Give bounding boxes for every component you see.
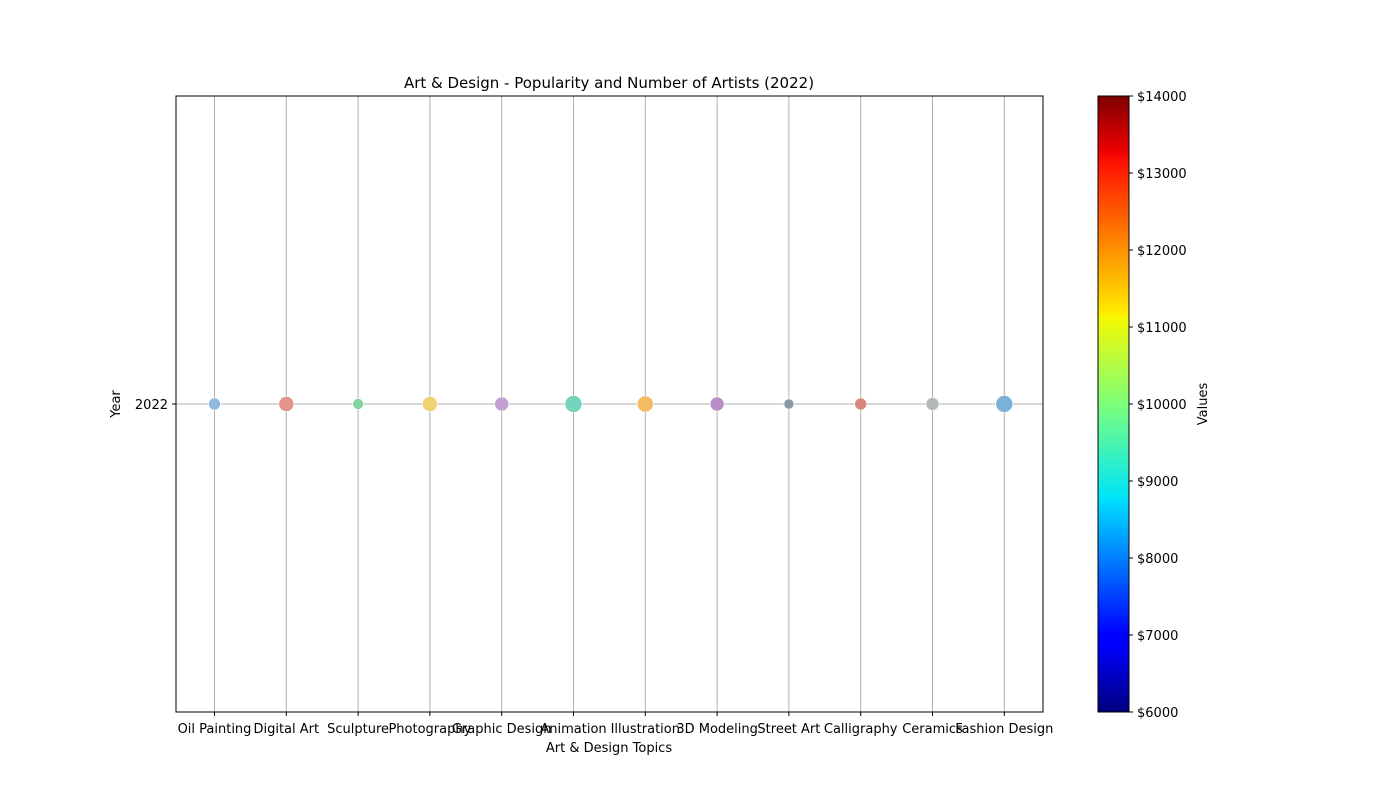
x-tick-label: 3D Modeling xyxy=(676,722,758,737)
data-point xyxy=(564,395,583,413)
x-tick-label: Calligraphy xyxy=(824,722,898,737)
plot-area: Oil Painting Digital Art Sculpture Photogra… xyxy=(135,96,1053,737)
data-point xyxy=(422,396,438,412)
colorbar-tick-label: $11000 xyxy=(1137,321,1187,336)
colorbar-tick-label: $8000 xyxy=(1137,552,1178,567)
plot-frame xyxy=(175,95,1044,713)
data-point xyxy=(636,395,654,413)
x-tick-label: Oil Painting xyxy=(178,722,252,737)
x-tick-label: Digital Art xyxy=(253,722,319,737)
x-tick-label: Sculpture xyxy=(327,722,389,737)
data-point xyxy=(709,396,725,412)
colorbar-tick-label: $6000 xyxy=(1137,706,1178,721)
x-tick-label: Animation xyxy=(540,722,606,737)
x-axis-label: Art & Design Topics xyxy=(546,741,672,756)
data-point xyxy=(278,396,295,412)
colorbar-tick-label: $12000 xyxy=(1137,244,1187,259)
x-tick-label: Photography xyxy=(388,722,471,737)
data-point xyxy=(783,398,795,410)
data-point xyxy=(208,397,221,411)
x-tick-label: Illustration xyxy=(611,722,680,737)
y-tick-label: 2022 xyxy=(135,398,168,413)
x-tick-label: Street Art xyxy=(757,722,820,737)
data-point xyxy=(854,397,868,411)
colorbar-tick-label: $14000 xyxy=(1137,90,1187,105)
chart-title: Art & Design - Popularity and Number of … xyxy=(404,74,814,92)
colorbar: $6000 $7000 $8000 $9000 $10000 $11000 $12000 $1… xyxy=(1097,90,1187,721)
data-point xyxy=(352,398,364,410)
y-axis-label: Year xyxy=(109,390,124,419)
x-tick-label: Graphic Design xyxy=(452,722,552,737)
data-point xyxy=(494,396,510,412)
data-point xyxy=(995,395,1014,413)
colorbar-tick-label: $10000 xyxy=(1137,398,1187,413)
colorbar-tick-label: $9000 xyxy=(1137,475,1178,490)
x-tick-label: Fashion Design xyxy=(955,722,1053,737)
data-point xyxy=(925,397,940,411)
colorbar-label: Values xyxy=(1196,383,1211,426)
x-tick-label: Ceramics xyxy=(902,722,963,737)
colorbar-tick-label: $13000 xyxy=(1137,167,1187,182)
colorbar-gradient xyxy=(1097,95,1130,713)
colorbar-tick-label: $7000 xyxy=(1137,629,1178,644)
